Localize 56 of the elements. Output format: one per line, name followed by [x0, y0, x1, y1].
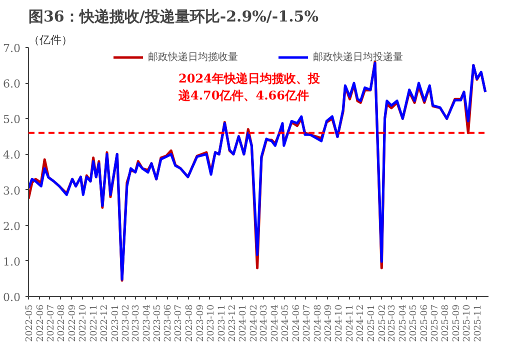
x-tick-label: 2022-06 — [36, 304, 46, 342]
x-tick-label: 2025-03 — [388, 304, 398, 342]
x-tick-label: 2025-07 — [430, 304, 440, 342]
x-tick-label: 2025-11 — [473, 304, 484, 342]
y-tick-label: 2.0 — [3, 220, 21, 233]
x-tick-label: 2024-09 — [324, 304, 334, 342]
x-tick-label: 2023-02 — [122, 304, 132, 342]
x-tick-label: 2023-06 — [164, 304, 174, 342]
x-tick-label: 2022-07 — [46, 304, 56, 342]
x-tick-label: 2025-06 — [420, 304, 430, 342]
annotation: 2024年快递日均揽收、投递4.70亿件、4.66亿件 — [178, 72, 321, 102]
x-tick-label: 2024-05 — [281, 304, 292, 342]
x-tick-label: 2023-01 — [110, 304, 121, 342]
x-tick-label: 2024-01 — [238, 304, 249, 342]
y-tick-label: 6.0 — [3, 78, 21, 91]
x-tick-label: 2024-08 — [313, 304, 324, 342]
x-tick-label: 2023-07 — [174, 304, 184, 342]
x-tick-label: 2025-09 — [452, 304, 462, 342]
y-tick-label: 1.0 — [3, 255, 21, 268]
x-tick-label: 2024-07 — [302, 304, 312, 342]
x-tick-label: 2024-12 — [356, 304, 366, 342]
x-tick-label: 2025-05 — [408, 304, 419, 342]
y-tick-label: 0.0 — [3, 291, 21, 304]
chart-title: 图36：快递揽收/投递量环比-2.9%/-1.5% — [28, 8, 318, 26]
x-tick-label: 2022-10 — [78, 304, 89, 342]
x-tick-label: 2023-08 — [185, 304, 196, 342]
y-tick-label: 3.0 — [3, 184, 21, 198]
x-tick-label: 2022-12 — [100, 304, 110, 342]
x-tick-label: 2022-09 — [68, 304, 78, 342]
x-tick-label: 2023-11 — [217, 304, 228, 342]
x-tick-label: 2024-03 — [260, 304, 270, 342]
x-tick-label: 2025-01 — [366, 304, 377, 342]
x-tick-label: 2022-08 — [57, 304, 68, 342]
x-tick-label: 2024-04 — [270, 304, 281, 342]
x-tick-label: 2025-10 — [462, 304, 473, 342]
legend-label: 邮政快递日均揽收量 — [148, 50, 238, 64]
x-tick-label: 2023-04 — [142, 304, 152, 342]
y-tick-label: 4.0 — [3, 148, 21, 162]
x-tick-label: 2023-10 — [206, 304, 216, 342]
x-tick-label: 2024-02 — [250, 304, 260, 342]
x-tick-label: 2024-11 — [346, 304, 356, 342]
x-tick-label: 2025-08 — [441, 304, 452, 342]
x-tick-label: 2024-06 — [292, 304, 302, 342]
x-tick-label: 2022-05 — [25, 304, 35, 342]
legend-label: 邮政快递日均投递量 — [313, 50, 403, 64]
x-tick-label: 2023-12 — [228, 304, 238, 342]
x-tick-label: 2025-04 — [398, 304, 408, 342]
x-tick-label: 2023-09 — [196, 304, 206, 342]
y-tick-label: 7.0 — [3, 42, 21, 55]
x-tick-label: 2025-02 — [378, 304, 388, 342]
x-tick-label: 2024-10 — [334, 304, 345, 342]
x-tick-label: 2023-05 — [152, 304, 163, 342]
x-tick-label: 2023-03 — [132, 304, 142, 342]
x-tick-label: 2022-11 — [89, 304, 100, 342]
y-axis-title: （亿件） — [28, 34, 72, 46]
y-tick-label: 5.0 — [3, 113, 21, 126]
